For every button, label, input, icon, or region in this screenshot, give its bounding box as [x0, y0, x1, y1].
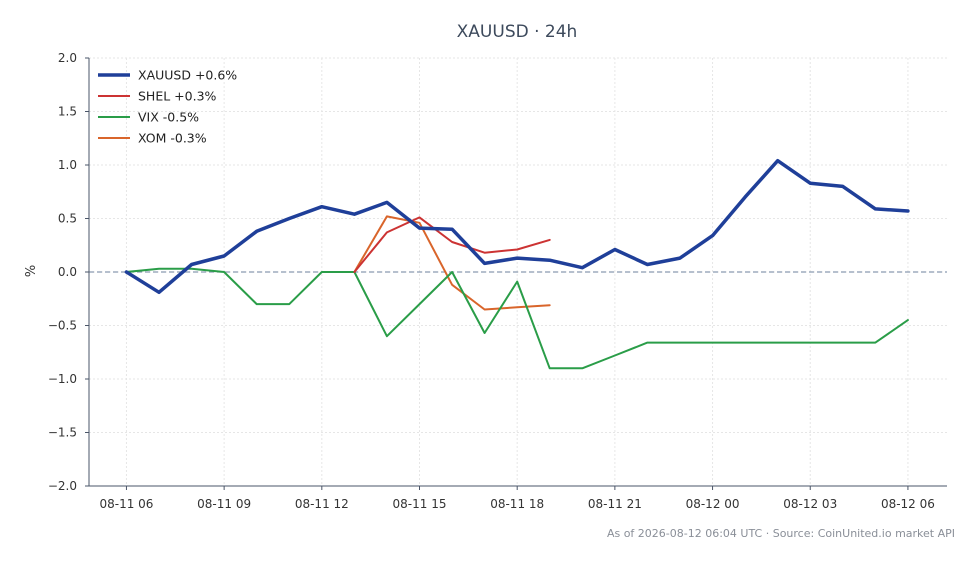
y-tick-label: −1.5 — [48, 426, 77, 440]
source-footer: As of 2026-08-12 06:04 UTC · Source: Coi… — [607, 527, 955, 540]
x-tick-label: 08-11 18 — [490, 497, 544, 511]
y-axis-label: % — [24, 265, 39, 277]
series-line-vix — [125, 267, 909, 370]
y-tick-label: −1.0 — [48, 372, 77, 386]
y-tick-label: 0.5 — [58, 212, 77, 226]
y-tick-label: −2.0 — [48, 479, 77, 493]
series-line-shel — [353, 216, 551, 273]
legend-label-shel: SHEL +0.3% — [138, 89, 217, 104]
x-tick-label: 08-11 06 — [99, 497, 153, 511]
series-line-xauusd — [124, 158, 910, 295]
y-tick-label: 1.5 — [58, 105, 77, 119]
series-line-xom — [353, 215, 551, 311]
x-tick-label: 08-12 03 — [783, 497, 837, 511]
series-lines — [124, 158, 910, 370]
axes: 2.0 1.5 1.0 0.5 0.0 −0.5 −1.0 −1.5 −2.0 08-11 06 0… — [48, 51, 947, 511]
legend-label-vix: VIX -0.5% — [138, 110, 199, 125]
x-tick-label: 08-11 09 — [197, 497, 251, 511]
x-tick-label: 08-12 06 — [881, 497, 935, 511]
legend: XAUUSD +0.6% SHEL +0.3% VIX -0.5% XOM -0.3% — [98, 68, 237, 146]
x-tick-label: 08-11 15 — [393, 497, 447, 511]
x-tick-label: 08-12 00 — [686, 497, 740, 511]
x-tick-label: 08-11 21 — [588, 497, 642, 511]
y-tick-label: −0.5 — [48, 319, 77, 333]
legend-label-xom: XOM -0.3% — [138, 131, 207, 146]
legend-label-xauusd: XAUUSD +0.6% — [138, 68, 237, 83]
y-tick-label: 1.0 — [58, 158, 77, 172]
y-tick-label: 2.0 — [58, 51, 77, 65]
x-tick-label: 08-11 12 — [295, 497, 349, 511]
y-tick-label: 0.0 — [58, 265, 77, 279]
chart-title: XAUUSD · 24h — [457, 22, 578, 42]
